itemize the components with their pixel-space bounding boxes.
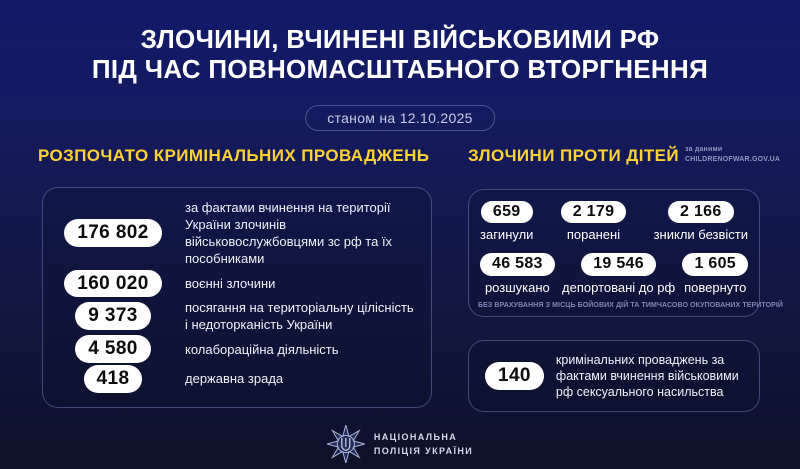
source-note-url: CHILDRENOFWAR.GOV.UA xyxy=(685,155,781,163)
stat-row: 160 020 воєнні злочини xyxy=(53,269,417,298)
stat-value-pill: 2 179 xyxy=(560,201,627,224)
stat-value-pill: 2 166 xyxy=(668,201,734,224)
stat-label: кримінальних проваджень за фактами вчине… xyxy=(555,352,739,400)
footer-logo: НАЦІОНАЛЬНА ПОЛІЦІЯ УКРАЇНИ xyxy=(326,425,473,463)
stat-value-pill: 659 xyxy=(480,201,533,224)
date-badge: станом на 12.10.2025 xyxy=(305,105,495,131)
title-line-1: ЗЛОЧИНИ, ВЧИНЕНІ ВІЙСЬКОВИМИ РФ xyxy=(140,24,660,54)
child-stat: 2 179 поранені xyxy=(560,201,627,243)
stat-label: за фактами вчинення на території України… xyxy=(185,200,393,267)
child-stat: 46 583 розшукано xyxy=(480,253,555,295)
stat-label: повернуто xyxy=(684,279,747,295)
stat-label: розшукано xyxy=(484,279,550,295)
stat-row: 176 802 за фактами вчинення на території… xyxy=(53,199,417,268)
stat-label: посягання на територіальну цілісність і … xyxy=(185,300,414,333)
stat-label: поранені xyxy=(566,227,621,243)
stat-label: загинули xyxy=(480,227,534,243)
org-name-line-2: ПОЛІЦІЯ УКРАЇНИ xyxy=(373,446,474,456)
org-name-line-1: НАЦІОНАЛЬНА xyxy=(373,431,458,442)
stat-value-pill: 176 802 xyxy=(64,219,162,248)
sexual-violence-panel: 140 кримінальних проваджень за фактами в… xyxy=(468,340,760,412)
right-section-header: ЗЛОЧИНИ ПРОТИ ДІТЕЙ xyxy=(468,146,680,165)
stat-label: воєнні злочини xyxy=(185,275,276,291)
stat-value-pill: 1 605 xyxy=(682,253,748,276)
stat-value-pill: 46 583 xyxy=(480,253,555,276)
stat-label: колабораційна діяльність xyxy=(185,341,339,357)
stat-value-pill: 160 020 xyxy=(64,269,162,298)
page-title: ЗЛОЧИНИ, ВЧИНЕНІ ВІЙСЬКОВИМИ РФ ПІД ЧАС … xyxy=(0,24,800,84)
children-stats-footnote: БЕЗ ВРАХУВАННЯ З МІСЦЬ БОЙОВИХ ДІЙ ТА ТИ… xyxy=(478,302,784,309)
stat-label: депортовані до рф xyxy=(562,279,676,295)
stat-value-pill: 9 373 xyxy=(75,302,151,331)
children-stats-row: 659 загинули 2 179 поранені 2 166 зникли… xyxy=(478,201,750,242)
org-name: НАЦІОНАЛЬНА ПОЛІЦІЯ УКРАЇНИ xyxy=(374,430,473,459)
stat-row: 9 373 посягання на територіальну цілісні… xyxy=(53,299,417,333)
children-stats-panel: 659 загинули 2 179 поранені 2 166 зникли… xyxy=(468,189,784,317)
child-stat: 1 605 повернуто xyxy=(682,253,748,295)
stat-value-pill: 4 580 xyxy=(75,335,151,364)
title-line-2: ПІД ЧАС ПОВНОМАСШТАБНОГО ВТОРГНЕННЯ xyxy=(91,54,709,84)
stat-value-pill: 140 xyxy=(485,362,544,390)
national-police-badge-icon xyxy=(326,425,365,463)
child-stat: 19 546 депортовані до рф xyxy=(562,253,676,295)
child-stat: 2 166 зникли безвісти xyxy=(654,201,748,242)
source-note: за даними CHILDRENOFWAR.GOV.UA xyxy=(685,145,780,165)
stat-value-pill: 19 546 xyxy=(581,253,656,276)
child-stat: 659 загинули xyxy=(480,201,533,242)
source-note-line-1: за даними xyxy=(685,146,723,153)
criminal-proceedings-panel: 176 802 за фактами вчинення на території… xyxy=(42,187,432,408)
left-section-header: РОЗПОЧАТО КРИМІНАЛЬНИХ ПРОВАДЖЕНЬ xyxy=(38,146,430,165)
stat-label: зникли безвісти xyxy=(653,227,748,243)
stat-row: 4 580 колабораційна діяльність xyxy=(53,335,417,364)
stat-value-pill: 418 xyxy=(83,365,143,393)
stat-row: 418 державна зрада xyxy=(53,365,417,393)
stat-label: державна зрада xyxy=(185,371,284,387)
children-stats-row: 46 583 розшукано 19 546 депортовані до р… xyxy=(478,253,750,295)
